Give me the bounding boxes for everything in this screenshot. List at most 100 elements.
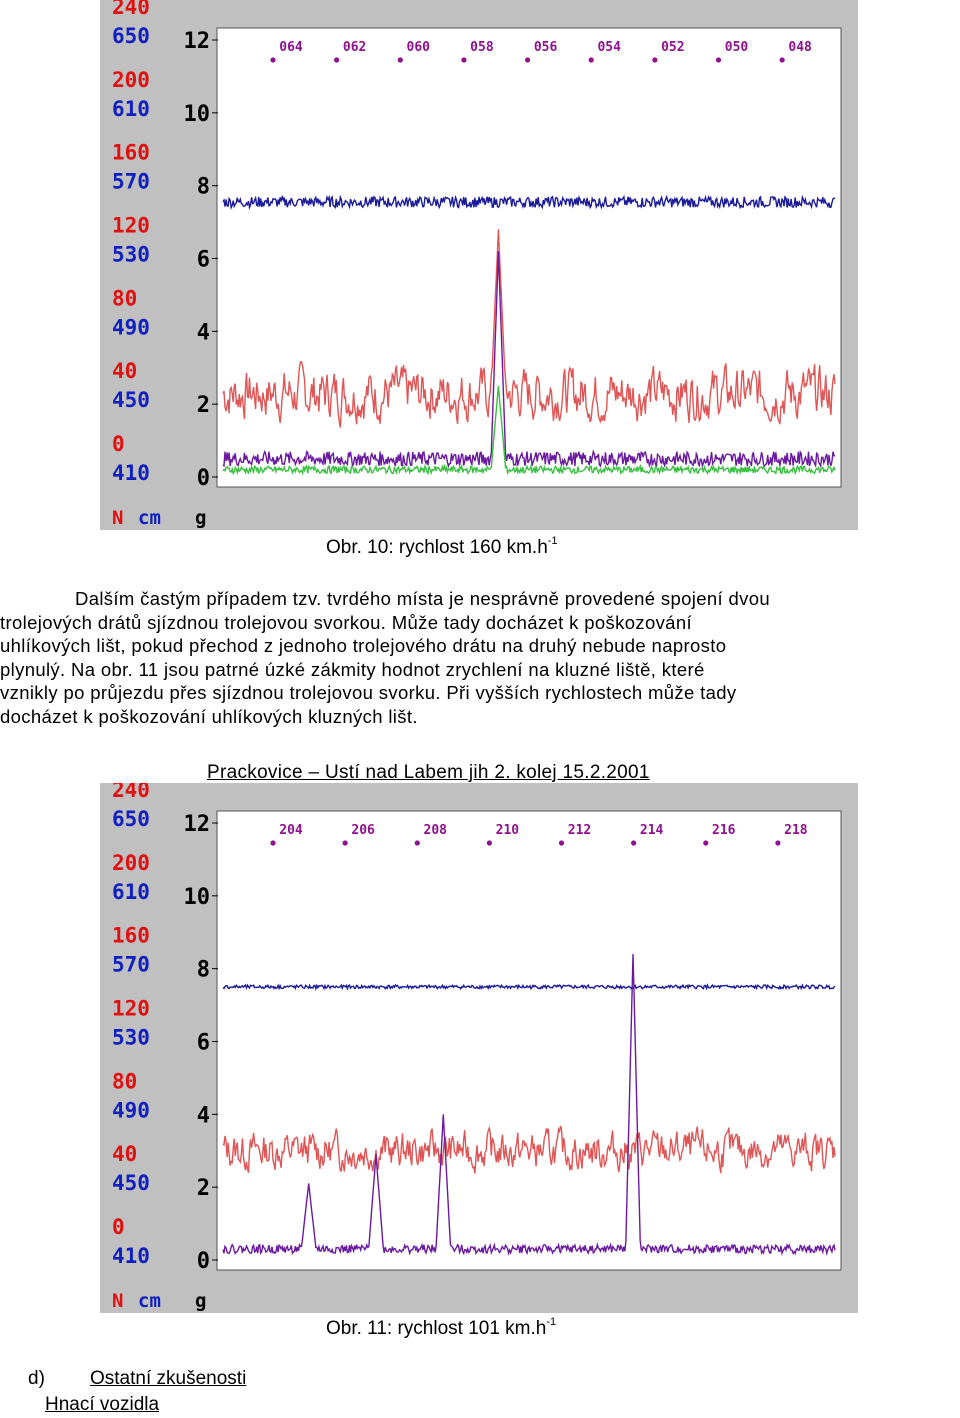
y-tick-label: 2: [197, 1176, 210, 1201]
height-tick-label: 490: [112, 1098, 150, 1122]
y-tick-label: 0: [197, 466, 210, 491]
height-tick-label: 570: [112, 170, 150, 194]
paragraph-line: vznikly po průjezdu přes sjízdnou trolej…: [0, 682, 737, 704]
series-line: [222, 983, 836, 991]
marker-label: 208: [424, 823, 448, 838]
paragraph-line: trolejových drátů sjízdnou trolejovou sv…: [0, 611, 692, 633]
marker-label: 054: [597, 40, 621, 55]
marker-dot: [414, 840, 420, 846]
series-line: [222, 1125, 836, 1174]
force-tick-label: 160: [112, 141, 150, 165]
y-tick-label: 12: [184, 812, 211, 837]
force-unit-label: N: [112, 507, 123, 529]
marker-dot: [524, 57, 531, 63]
y-unit-label: g: [195, 1290, 206, 1312]
height-tick-label: 530: [112, 1026, 150, 1050]
force-tick-label: 200: [112, 68, 150, 92]
force-tick-label: 80: [112, 1069, 137, 1093]
height-tick-label: 450: [112, 1171, 150, 1195]
y-tick-label: 10: [184, 885, 211, 910]
marker-dot: [558, 840, 565, 846]
y-tick-label: 12: [184, 29, 211, 54]
height-unit-label: cm: [138, 1290, 161, 1312]
body-paragraph: Dalším častým případem tzv. tvrdého míst…: [0, 587, 958, 729]
marker-dot: [715, 57, 722, 63]
height-tick-label: 650: [112, 807, 150, 831]
height-tick-label: 650: [112, 24, 150, 48]
height-tick-label: 490: [112, 315, 150, 339]
series-line: [222, 229, 836, 428]
y-tick-label: 8: [197, 958, 210, 983]
y-unit-label: g: [195, 507, 206, 529]
marker-dot: [270, 57, 276, 63]
marker-label: 058: [470, 40, 494, 55]
paragraph-line: plynulý. Na obr. 11 jsou patrné úzké zák…: [0, 658, 705, 680]
marker-label: 216: [712, 823, 736, 838]
marker-label: 056: [534, 40, 558, 55]
force-tick-label: 0: [112, 432, 125, 456]
section-title: Ostatní zkušenosti: [90, 1368, 247, 1389]
height-tick-label: 610: [112, 97, 150, 121]
y-tick-label: 6: [197, 248, 210, 273]
marker-label: 214: [640, 823, 664, 838]
marker-label: 212: [568, 823, 591, 838]
plot-area: [216, 27, 842, 488]
figure-caption-11: Obr. 11: rychlost 101 km.h-1: [326, 1316, 557, 1339]
y-tick-label: 2: [197, 393, 210, 418]
chart-title: Prackovice – Ustí nad Labem jih 2. kolej…: [207, 762, 650, 783]
force-tick-label: 40: [112, 359, 137, 383]
marker-dot: [461, 57, 467, 63]
y-tick-label: 6: [197, 1031, 210, 1056]
marker-dot: [270, 840, 276, 846]
force-tick-label: 200: [112, 851, 150, 875]
paragraph-line: Dalším častým případem tzv. tvrdého míst…: [75, 588, 770, 609]
marker-dot: [703, 840, 709, 846]
marker-dot: [779, 57, 785, 63]
marker-dot: [588, 57, 594, 63]
marker-label: 064: [279, 40, 303, 55]
y-tick-label: 4: [197, 1103, 210, 1128]
force-tick-label: 120: [112, 997, 150, 1021]
height-tick-label: 410: [112, 1244, 150, 1268]
y-tick-label: 8: [197, 175, 210, 200]
height-tick-label: 570: [112, 953, 150, 977]
marker-dot: [631, 840, 637, 846]
paragraph-line: uhlíkových lišt, pokud přechod z jednoho…: [0, 635, 727, 657]
marker-label: 206: [351, 823, 375, 838]
marker-dot: [652, 57, 658, 63]
section-heading: d) Ostatní zkušenosti: [28, 1368, 246, 1390]
series-line: [222, 385, 836, 476]
height-tick-label: 530: [112, 243, 150, 267]
y-tick-label: 0: [197, 1249, 210, 1274]
figure-caption-10: Obr. 10: rychlost 160 km.h-1: [326, 535, 558, 558]
force-tick-label: 240: [112, 0, 150, 19]
paragraph-line: docházet k poškozování uhlíkových kluzný…: [0, 705, 418, 727]
force-tick-label: 120: [112, 214, 150, 238]
force-tick-label: 0: [112, 1215, 125, 1239]
series-line: [222, 954, 836, 1257]
force-tick-label: 160: [112, 924, 150, 948]
marker-dot: [486, 840, 492, 846]
subsection-heading: Hnací vozidla: [45, 1394, 160, 1415]
y-tick-label: 10: [184, 102, 211, 127]
marker-dot: [397, 57, 403, 63]
force-tick-label: 40: [112, 1142, 137, 1166]
height-tick-label: 610: [112, 880, 150, 904]
marker-label: 052: [661, 40, 684, 55]
height-tick-label: 410: [112, 461, 150, 485]
force-tick-label: 240: [112, 783, 150, 802]
marker-label: 204: [279, 823, 303, 838]
plot-area: [216, 810, 842, 1271]
series-line: [222, 251, 836, 469]
marker-label: 218: [784, 823, 808, 838]
marker-label: 062: [343, 40, 366, 55]
marker-label: 210: [496, 823, 520, 838]
height-unit-label: cm: [138, 507, 161, 529]
force-tick-label: 80: [112, 286, 137, 310]
y-tick-label: 4: [197, 320, 210, 345]
height-tick-label: 450: [112, 388, 150, 412]
